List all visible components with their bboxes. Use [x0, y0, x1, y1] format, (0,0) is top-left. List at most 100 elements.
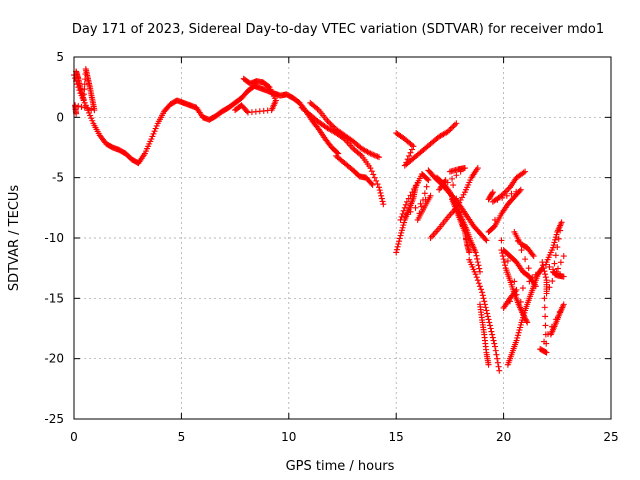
x-tick-label: 20: [496, 430, 511, 444]
y-tick-label: -25: [44, 412, 64, 426]
data-point-arc-j: [495, 363, 502, 370]
data-point-arc-p: [550, 244, 557, 251]
data-point-arc-j: [478, 286, 485, 293]
data-point-arc-l: [499, 191, 506, 198]
data-point-arc-e: [424, 176, 431, 183]
data-point-arc-l: [504, 187, 511, 194]
data-point-arc-l: [516, 187, 523, 194]
data-point-arc-b: [314, 105, 321, 112]
data-point-arc-m: [522, 256, 529, 263]
data-point-arc-a: [370, 171, 377, 178]
data-point-arc-i: [463, 236, 470, 243]
data-point-arc-l: [517, 186, 524, 193]
data-point-arc-q: [542, 322, 549, 329]
data-point-arc-a: [378, 192, 385, 199]
data-point-arc-e: [417, 200, 424, 207]
data-point-arc-e: [398, 227, 405, 234]
data-point-arc-a: [379, 198, 386, 205]
data-point-arc-j: [476, 283, 483, 290]
data-point-arc-e: [409, 189, 416, 196]
data-point-early-spike: [80, 96, 87, 103]
data-point-main-trend: [148, 136, 155, 143]
data-point-arc-o: [526, 278, 533, 285]
grid-lines: [74, 57, 611, 419]
data-point-arc-h: [445, 187, 452, 194]
data-point-arc-n: [498, 247, 505, 254]
data-point-arc-p: [552, 252, 559, 259]
data-point-arc-b: [365, 149, 372, 156]
y-tick-label: 5: [56, 50, 64, 64]
data-point-arc-g: [474, 165, 481, 172]
data-point-arc-a: [380, 201, 387, 208]
data-point-arc-i: [457, 168, 464, 175]
data-point-arc-j: [484, 310, 491, 317]
data-point-arc-p: [550, 242, 557, 249]
data-point-arc-l: [490, 223, 497, 230]
data-point-arc-p: [541, 268, 548, 275]
data-point-arc-g: [457, 196, 464, 203]
data-point-arc-d: [447, 125, 454, 132]
data-point-arc-e: [398, 229, 405, 236]
data-point-arc-e: [425, 177, 432, 184]
data-point-arc-d: [451, 121, 458, 128]
data-point-arc-e: [407, 208, 414, 215]
data-point-arc-d: [410, 143, 417, 150]
data-point-arc-e: [401, 204, 408, 211]
data-point-arc-l: [520, 169, 527, 176]
data-point-arc-q: [542, 349, 549, 356]
data-point-arc-e: [397, 216, 404, 223]
data-point-arc-e: [401, 219, 408, 226]
data-point-arc-e: [398, 213, 405, 220]
y-tick-label: 0: [56, 110, 64, 124]
x-tick-label: 15: [389, 430, 404, 444]
data-point-arc-j: [479, 292, 486, 299]
data-point-arc-b: [368, 151, 375, 158]
data-point-arc-d: [453, 120, 460, 127]
data-point-arc-p: [553, 268, 560, 275]
data-point-arc-j: [489, 334, 496, 341]
data-point-main-trend: [152, 125, 159, 132]
data-point-arc-b: [370, 151, 377, 158]
data-point-arc-n: [517, 298, 524, 305]
data-point-arc-p: [546, 263, 553, 270]
data-point-arc-i: [459, 222, 466, 229]
data-point-arc-e: [423, 183, 430, 190]
data-point-arc-d: [449, 124, 456, 131]
data-point-arc-b: [325, 119, 332, 126]
data-point-arc-a: [357, 151, 364, 158]
data-point-arc-a: [373, 177, 380, 184]
y-tick-label: -15: [44, 291, 64, 305]
data-point-arc-q: [541, 304, 548, 311]
data-point-arc-i: [453, 172, 460, 179]
data-point-arc-j: [485, 316, 492, 323]
data-point-arc-p: [558, 219, 565, 226]
data-point-arc-j: [479, 289, 486, 296]
data-point-arc-n: [511, 278, 518, 285]
data-point-arc-j: [494, 355, 501, 362]
data-point-arc-h: [472, 249, 479, 256]
data-point-arc-p: [542, 274, 549, 281]
data-point-arc-g: [460, 191, 467, 198]
data-point-arc-h: [476, 265, 483, 272]
data-point-arc-q: [548, 323, 555, 330]
data-point-arc-e: [395, 241, 402, 248]
data-point-arc-q: [543, 349, 550, 356]
data-point-arc-j: [496, 367, 503, 374]
data-point-arc-p: [540, 265, 547, 272]
data-point-arc-p: [557, 259, 564, 266]
data-point-arc-o: [515, 329, 522, 336]
data-point-arc-m: [529, 251, 536, 258]
data-point-arc-c: [369, 181, 376, 188]
data-point-arc-d: [408, 146, 415, 153]
data-point-arc-a: [374, 181, 381, 188]
data-point-arc-e: [400, 207, 407, 214]
data-point-arc-e: [396, 235, 403, 242]
data-point-arc-n: [499, 253, 506, 260]
data-point-arc-i: [442, 177, 449, 184]
data-point-arc-l: [498, 192, 505, 199]
data-point-arc-j: [486, 322, 493, 329]
data-point-arc-j: [487, 325, 494, 332]
data-point-arc-p: [543, 290, 550, 297]
data-point-arc-j: [492, 347, 499, 354]
